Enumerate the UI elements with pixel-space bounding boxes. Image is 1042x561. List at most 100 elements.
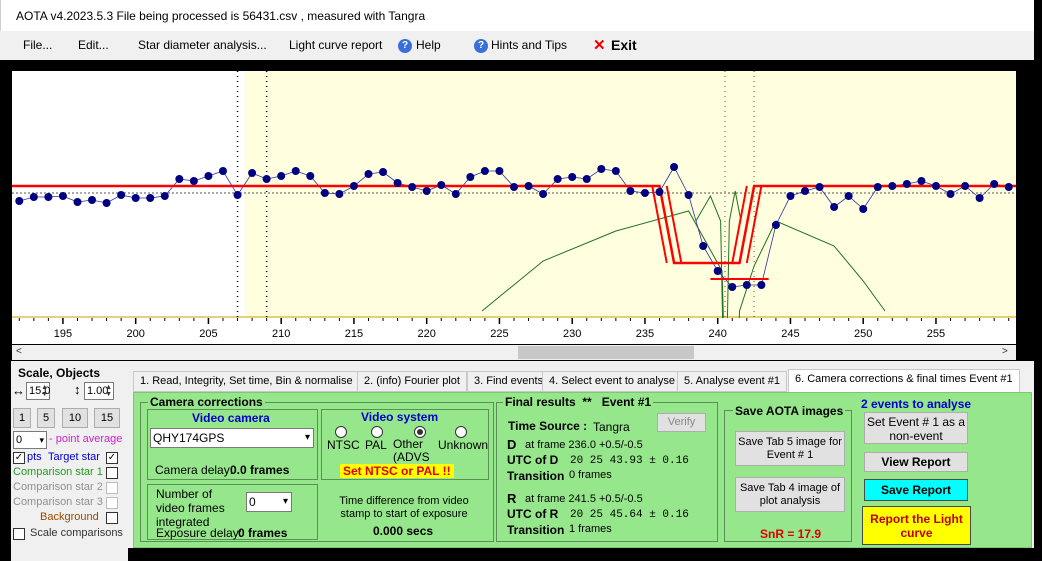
target-star-checkbox[interactable]: ✓ [106, 452, 118, 464]
save-tab5-image-button[interactable]: Save Tab 5 image for Event # 1 [735, 431, 845, 466]
comparison-star-3-checkbox[interactable] [106, 497, 118, 509]
data-point [626, 187, 635, 195]
x-tick-label: 230 [563, 328, 581, 340]
x-tick-label: 255 [927, 328, 945, 340]
tab-find-events[interactable]: 3. Find events [467, 371, 551, 392]
d-label: D [507, 437, 517, 452]
chi-squared-curve [481, 210, 886, 344]
unknown-label: Unknown [438, 438, 489, 452]
camera-delay-value: 0.0 frames [230, 463, 290, 477]
data-point [553, 175, 562, 183]
title-bar [0, 0, 1034, 31]
data-point [437, 181, 446, 189]
scale-button-10[interactable]: 10 [62, 408, 88, 428]
scroll-right-arrow-icon[interactable]: > [1002, 346, 1008, 357]
background-label: Background [40, 511, 99, 523]
save-report-button[interactable]: Save Report [864, 479, 968, 501]
data-point [1004, 183, 1013, 191]
ntsc-radio[interactable] [335, 426, 347, 438]
data-point [44, 193, 53, 201]
data-point [291, 167, 300, 175]
scroll-left-arrow-icon[interactable]: < [16, 346, 22, 357]
x-tick-label: 250 [854, 328, 872, 340]
data-point [510, 183, 518, 191]
data-point [611, 167, 620, 175]
data-point [262, 175, 271, 183]
camera-corrections-group [140, 402, 494, 542]
data-point [640, 189, 649, 197]
x-axis-strip [12, 318, 1016, 344]
unknown-radio[interactable] [455, 426, 467, 438]
data-point [815, 183, 824, 191]
save-tab4-image-button[interactable]: Save Tab 4 image of plot analysis [735, 477, 845, 512]
data-point [524, 182, 533, 190]
camera-delay-label: Camera delay: [155, 463, 234, 477]
bottom-border [128, 548, 1034, 561]
menu-hints[interactable]: Hints and Tips [491, 38, 568, 52]
data-point [670, 163, 679, 171]
scrollbar-thumb[interactable] [518, 346, 694, 359]
menu-help[interactable]: Help [416, 38, 441, 52]
tab-fourier-plot[interactable]: 2. (info) Fourier plot [357, 371, 467, 392]
frames-integrated-select[interactable]: 0 ▾ [246, 492, 292, 512]
data-point [786, 192, 795, 200]
point-average-select[interactable]: 0 ▾ [13, 431, 47, 449]
x-tick-label: 235 [636, 328, 654, 340]
data-point [349, 182, 358, 190]
data-point [175, 175, 184, 183]
pts-label: pts [27, 451, 42, 463]
data-point [495, 167, 504, 175]
data-point [335, 190, 344, 198]
tab-select-event[interactable]: 4. Select event to analyse [542, 371, 682, 392]
verify-button[interactable]: Verify [657, 413, 706, 432]
data-point [742, 281, 751, 289]
data-point [58, 192, 67, 200]
help-question-icon: ? [398, 39, 412, 53]
r-frame: at frame 241.5 +0.5/-0.5 [525, 493, 643, 505]
menu-light-curve-report[interactable]: Light curve report [289, 38, 383, 52]
data-point [320, 189, 329, 197]
data-point [757, 281, 766, 289]
pal-radio[interactable] [371, 426, 383, 438]
data-point [146, 194, 155, 202]
final-results-stars: ** [582, 395, 592, 409]
report-light-curve-button[interactable]: Report the Light curve [862, 506, 971, 545]
data-point [568, 173, 577, 181]
snr-value: SnR = 17.9 [760, 527, 822, 541]
horizontal-scale-input[interactable]: 15.0 ▲ ▼ [26, 382, 50, 400]
left-border [0, 361, 11, 561]
scale-button-15[interactable]: 15 [94, 408, 120, 428]
tab-camera-corrections[interactable]: 6. Camera corrections & final times Even… [788, 369, 1020, 392]
save-images-title: Save AOTA images [733, 404, 846, 418]
time-difference-value: 0.000 secs [373, 524, 434, 538]
data-point [582, 175, 591, 183]
other-radio[interactable] [414, 426, 426, 438]
menu-star-diameter[interactable]: Star diameter analysis... [138, 38, 267, 52]
scale-button-5[interactable]: 5 [37, 408, 55, 428]
menu-file[interactable]: File... [23, 38, 53, 52]
utc-r-label: UTC of R [507, 507, 559, 521]
menu-edit[interactable]: Edit... [78, 38, 109, 52]
comparison-star-2-checkbox[interactable] [106, 482, 118, 494]
scale-comparisons-checkbox[interactable] [13, 528, 25, 540]
plot-horizontal-scrollbar[interactable] [12, 345, 1016, 360]
pts-checkbox[interactable]: ✓ [13, 452, 25, 464]
set-non-event-button[interactable]: Set Event # 1 as a non-event [864, 412, 968, 444]
vertical-scale-input[interactable]: 1.00 ▲ ▼ [84, 382, 114, 400]
other-label: Other (ADVS [393, 437, 430, 464]
video-camera-title: Video camera [192, 411, 270, 425]
camera-model-select[interactable]: QHY174GPS ▾ [150, 428, 314, 448]
r-uncertainty-right [745, 185, 763, 264]
data-point [684, 191, 693, 199]
data-point [946, 190, 955, 198]
menu-exit[interactable]: Exit [611, 37, 637, 53]
view-report-button[interactable]: View Report [864, 452, 968, 472]
comparison-star-1-checkbox[interactable] [106, 467, 118, 479]
light-curve-plot[interactable]: 195 200 205 210 215 220 225 230 235 240 245 250 255 [12, 71, 1016, 344]
data-point [393, 179, 402, 187]
tab-read-integrity[interactable]: 1. Read, Integrity, Set time, Bin & norm… [133, 371, 360, 392]
scale-button-1[interactable]: 1 [13, 408, 31, 428]
menu-bar [0, 31, 1034, 59]
background-checkbox[interactable] [106, 512, 118, 524]
tab-analyse-event[interactable]: 5. Analyse event #1 [677, 371, 788, 392]
